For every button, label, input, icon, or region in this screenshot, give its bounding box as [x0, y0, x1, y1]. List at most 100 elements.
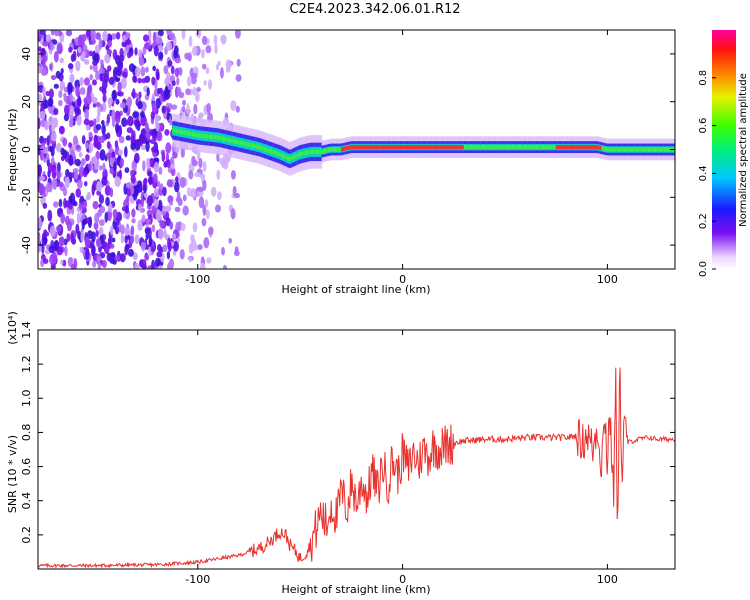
spectrogram-noise-blob — [206, 103, 212, 114]
spectrogram-noise-blob — [236, 58, 241, 67]
spectrogram-noise-blob — [38, 216, 42, 229]
spectrogram-ridge-core — [285, 155, 288, 160]
spectrogram-ridge-core — [391, 144, 395, 150]
spectrogram-ridge-core — [260, 145, 264, 151]
spectrogram-ridge-core — [622, 147, 626, 152]
spectrogram-noise-blob — [53, 83, 59, 89]
spectrogram-noise-blob — [135, 119, 139, 130]
spectrogram-noise-blob — [62, 137, 68, 147]
spectrogram-ridge-core — [522, 144, 526, 150]
spectrogram-noise-blob — [59, 84, 64, 92]
spectrogram-ridge-core — [193, 132, 197, 137]
spectrogram-noise-blob — [73, 201, 78, 207]
spectrogram-noise-blob — [142, 34, 150, 42]
spectrogram-ridge-core — [281, 153, 285, 158]
spectrogram-ridge-core — [440, 144, 444, 150]
spectrogram-ridge-core — [322, 148, 326, 154]
spectrogram-ridge-core — [358, 144, 362, 150]
spectrogram-noise-blob — [68, 204, 73, 210]
spectrogram-noise-blob — [104, 211, 108, 223]
spectrogram-noise-blob — [93, 140, 99, 148]
spectrogram-ridge-core — [219, 135, 223, 141]
spectrogram-ridge-core — [386, 144, 390, 150]
spectrogram-ridge-core — [452, 144, 455, 150]
spectrogram-noise-blob — [54, 30, 60, 37]
spectrogram-noise-blob — [167, 237, 172, 249]
snr-y-tick-label: 0.4 — [20, 492, 33, 510]
spectrogram-ridge-core — [519, 144, 523, 150]
spectrogram-noise-blob — [125, 135, 131, 141]
spectrogram-y-tick-label: 0 — [20, 146, 33, 153]
spectrogram-ridge-core — [208, 134, 211, 139]
spectrogram-noise-blob — [161, 105, 166, 114]
spectrogram-noise-blob — [137, 100, 143, 110]
spectrogram-ridge-core — [563, 144, 567, 150]
spectrogram-ridge-core — [401, 144, 405, 150]
spectrogram-noise-blob — [207, 79, 213, 90]
spectrogram-noise-blob — [93, 54, 99, 62]
spectrogram-noise-blob — [153, 187, 160, 198]
spectrogram-ridge-core — [501, 144, 505, 150]
colorbar-tick-label: 0.0 — [698, 261, 709, 277]
spectrogram-ridge-core — [354, 144, 357, 150]
spectrogram-noise-blob — [75, 144, 81, 150]
spectrogram-noise-blob — [141, 214, 146, 223]
spectrogram-noise-blob — [88, 142, 94, 153]
spectrogram-noise-blob — [175, 196, 182, 203]
spectrogram-noise-blob — [46, 135, 50, 147]
spectrogram-noise-blob — [177, 86, 182, 97]
spectrogram-noise-blob — [198, 196, 205, 209]
spectrogram-ridge-core — [568, 144, 572, 150]
spectrogram-ridge-core — [291, 155, 295, 160]
spectrogram-noise-blob — [179, 248, 185, 260]
spectrogram-noise-blob — [151, 146, 156, 153]
spectrogram-noise-blob — [188, 169, 194, 180]
spectrogram-noise-blob — [165, 41, 173, 52]
spectrogram-ridge-core — [503, 144, 506, 150]
spectrogram-ridge-core — [342, 146, 346, 152]
spectrogram-ridge-core — [186, 131, 190, 136]
spectrogram-ridge-core — [336, 147, 339, 152]
spectrogram-noise-blob — [135, 66, 141, 78]
spectrogram-noise-blob — [151, 224, 156, 233]
spectrogram-ridge-core — [408, 144, 411, 150]
spectrogram-noise-blob — [169, 200, 173, 206]
spectrogram-noise-blob — [106, 152, 112, 159]
spectrogram-noise-blob — [205, 45, 212, 54]
spectrogram-ridge-core — [318, 149, 321, 155]
spectrogram-noise-blob — [115, 98, 120, 105]
spectrogram-noise-blob — [126, 96, 133, 108]
spectrogram-noise-blob — [204, 199, 209, 208]
spectrogram-ridge-core — [360, 144, 364, 150]
spectrogram-noise-blob — [95, 229, 99, 238]
spectrogram-ridge-core — [183, 130, 187, 135]
spectrogram-noise-blob — [173, 229, 179, 235]
spectrogram-ridge-core — [278, 152, 282, 157]
spectrogram-noise-blob — [167, 262, 171, 269]
spectrogram-noise-blob — [167, 84, 174, 91]
snr-x-ticks: -100 0 100 — [185, 330, 618, 586]
spectrogram-noise-blob — [145, 219, 151, 225]
spectrogram-ridge-core — [337, 147, 341, 152]
spectrogram-noise-blob — [164, 77, 171, 87]
spectrogram-noise-blob — [85, 248, 90, 260]
spectrogram-ridge-core — [483, 144, 487, 150]
spectrogram-noise-blob — [186, 103, 190, 115]
spectrogram-noise-blob — [90, 30, 97, 41]
spectrogram-noise-blob — [60, 147, 65, 156]
spectrogram-ridge-core — [368, 144, 372, 150]
spectrogram-ridge-core — [365, 144, 369, 150]
spectrogram-noise-blob — [228, 237, 232, 244]
spectrogram-noise-blob — [216, 169, 221, 180]
spectrogram-noise-blob — [162, 186, 167, 197]
spectrogram-noise-blob — [182, 205, 189, 216]
spectrogram-ridge-core — [198, 133, 202, 138]
spectrogram-noise-blob — [58, 198, 63, 208]
spectrogram-noise-blob — [89, 50, 93, 57]
spectrogram-noise-blob — [50, 131, 57, 142]
spectrogram-ridge-core — [290, 156, 293, 161]
spectrogram-ridge-core — [340, 147, 344, 152]
spectrogram-noise-blob — [58, 90, 63, 99]
spectrogram-noise-blob — [58, 181, 64, 188]
spectrogram-ridge-core — [545, 144, 549, 150]
